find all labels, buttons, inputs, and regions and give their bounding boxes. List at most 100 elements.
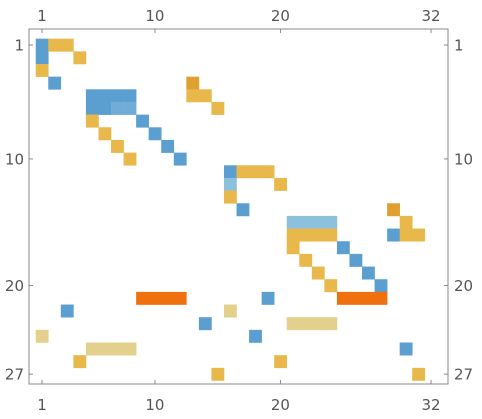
- x-tick-label-top: 1: [37, 7, 47, 25]
- matrix-cell: [286, 241, 300, 255]
- matrix-cell: [336, 241, 350, 255]
- matrix-cell: [311, 317, 325, 331]
- matrix-cell: [123, 101, 137, 115]
- x-tick-label-top: 10: [145, 7, 164, 25]
- matrix-cell: [148, 291, 162, 305]
- matrix-cell: [211, 367, 225, 381]
- matrix-cell: [111, 101, 124, 115]
- matrix-cell: [362, 291, 375, 305]
- matrix-cell: [123, 152, 137, 166]
- y-tick-label-right: 27: [454, 366, 473, 384]
- y-tick-label-left: 27: [5, 366, 24, 384]
- matrix-cell: [399, 228, 413, 242]
- matrix-cell: [236, 203, 250, 217]
- matrix-cell: [173, 152, 187, 166]
- matrix-cell: [173, 291, 187, 305]
- matrix-cell: [111, 139, 124, 153]
- matrix-cell: [324, 279, 338, 293]
- matrix-cell: [60, 38, 74, 52]
- matrix-cell: [123, 89, 137, 103]
- matrix-cell: [236, 165, 250, 179]
- matrix-cell: [299, 215, 313, 229]
- matrix-cell: [387, 228, 400, 242]
- matrix-cell: [198, 89, 212, 103]
- matrix-cell: [324, 215, 338, 229]
- matrix-cell: [412, 228, 426, 242]
- matrix-cell: [85, 342, 99, 356]
- matrix-cell: [249, 165, 262, 179]
- x-tick-label-top: 32: [422, 7, 441, 25]
- y-tick-label-right: 20: [454, 277, 473, 295]
- matrix-cell: [98, 101, 112, 115]
- matrix-cell: [311, 228, 325, 242]
- matrix-cell: [336, 291, 350, 305]
- matrix-cell: [111, 342, 124, 356]
- matrix-cell: [387, 203, 400, 217]
- matrix-cell: [311, 266, 325, 280]
- matrix-cell: [48, 76, 62, 90]
- y-tick-label-left: 1: [14, 37, 24, 55]
- matrix-cell: [299, 253, 313, 267]
- matrix-cell: [35, 329, 49, 343]
- matrix-cell: [249, 329, 262, 343]
- x-tick-label-bottom: 32: [422, 396, 441, 414]
- matrix-cell: [286, 215, 300, 229]
- matrix-cell: [136, 114, 149, 128]
- matrix-cell: [324, 317, 338, 331]
- matrix-cell: [223, 177, 237, 191]
- matrix-cell: [299, 228, 313, 242]
- matrix-cell: [261, 165, 275, 179]
- matrix-cell: [223, 304, 237, 318]
- matrix-cell: [223, 190, 237, 204]
- matrix-cell: [98, 89, 112, 103]
- y-tick-label-left: 10: [5, 150, 24, 168]
- matrix-cell: [186, 76, 200, 90]
- matrix-cell: [349, 253, 363, 267]
- x-tick-label-top: 20: [271, 7, 290, 25]
- matrix-cell: [412, 367, 426, 381]
- matrix-cell: [261, 291, 275, 305]
- matrix-cell: [111, 89, 124, 103]
- y-tick-label-right: 10: [454, 150, 473, 168]
- matrix-cell: [98, 342, 112, 356]
- matrix-cell: [73, 355, 87, 369]
- x-tick-label-bottom: 1: [37, 396, 47, 414]
- matrix-cell: [161, 139, 175, 153]
- matrix-cell: [73, 51, 87, 65]
- matrix-cell: [123, 342, 137, 356]
- matrix-cell: [286, 228, 300, 242]
- matrix-cell: [186, 89, 200, 103]
- matrix-cell: [324, 228, 338, 242]
- matrix-cell: [98, 127, 112, 141]
- y-tick-label-left: 20: [5, 277, 24, 295]
- matrix-cell: [136, 291, 149, 305]
- matrix-cell: [311, 215, 325, 229]
- matrix-cell: [223, 165, 237, 179]
- matrix-cell: [374, 291, 388, 305]
- matrix-cell: [85, 89, 99, 103]
- matrix-cell: [35, 38, 49, 52]
- matrix-cell: [274, 355, 288, 369]
- matrix-cell: [161, 291, 175, 305]
- matrix-cell: [299, 317, 313, 331]
- matrix-cell: [48, 38, 62, 52]
- x-tick-label-bottom: 10: [145, 396, 164, 414]
- matrix-cell: [374, 279, 388, 293]
- matrix-cell: [85, 101, 99, 115]
- matrix-cell: [148, 127, 162, 141]
- matrix-cell: [85, 114, 99, 128]
- matrix-cell: [362, 266, 375, 280]
- matrix-cell: [35, 51, 49, 65]
- x-tick-label-bottom: 20: [271, 396, 290, 414]
- matrix-cell: [349, 291, 363, 305]
- matrix-cells: [35, 38, 426, 381]
- matrix-cell: [399, 342, 413, 356]
- matrix-cell: [274, 177, 288, 191]
- y-tick-label-right: 1: [454, 37, 464, 55]
- matrix-cell: [211, 101, 225, 115]
- matrix-cell: [399, 215, 413, 229]
- matrix-cell: [198, 317, 212, 331]
- matrix-cell: [35, 63, 49, 77]
